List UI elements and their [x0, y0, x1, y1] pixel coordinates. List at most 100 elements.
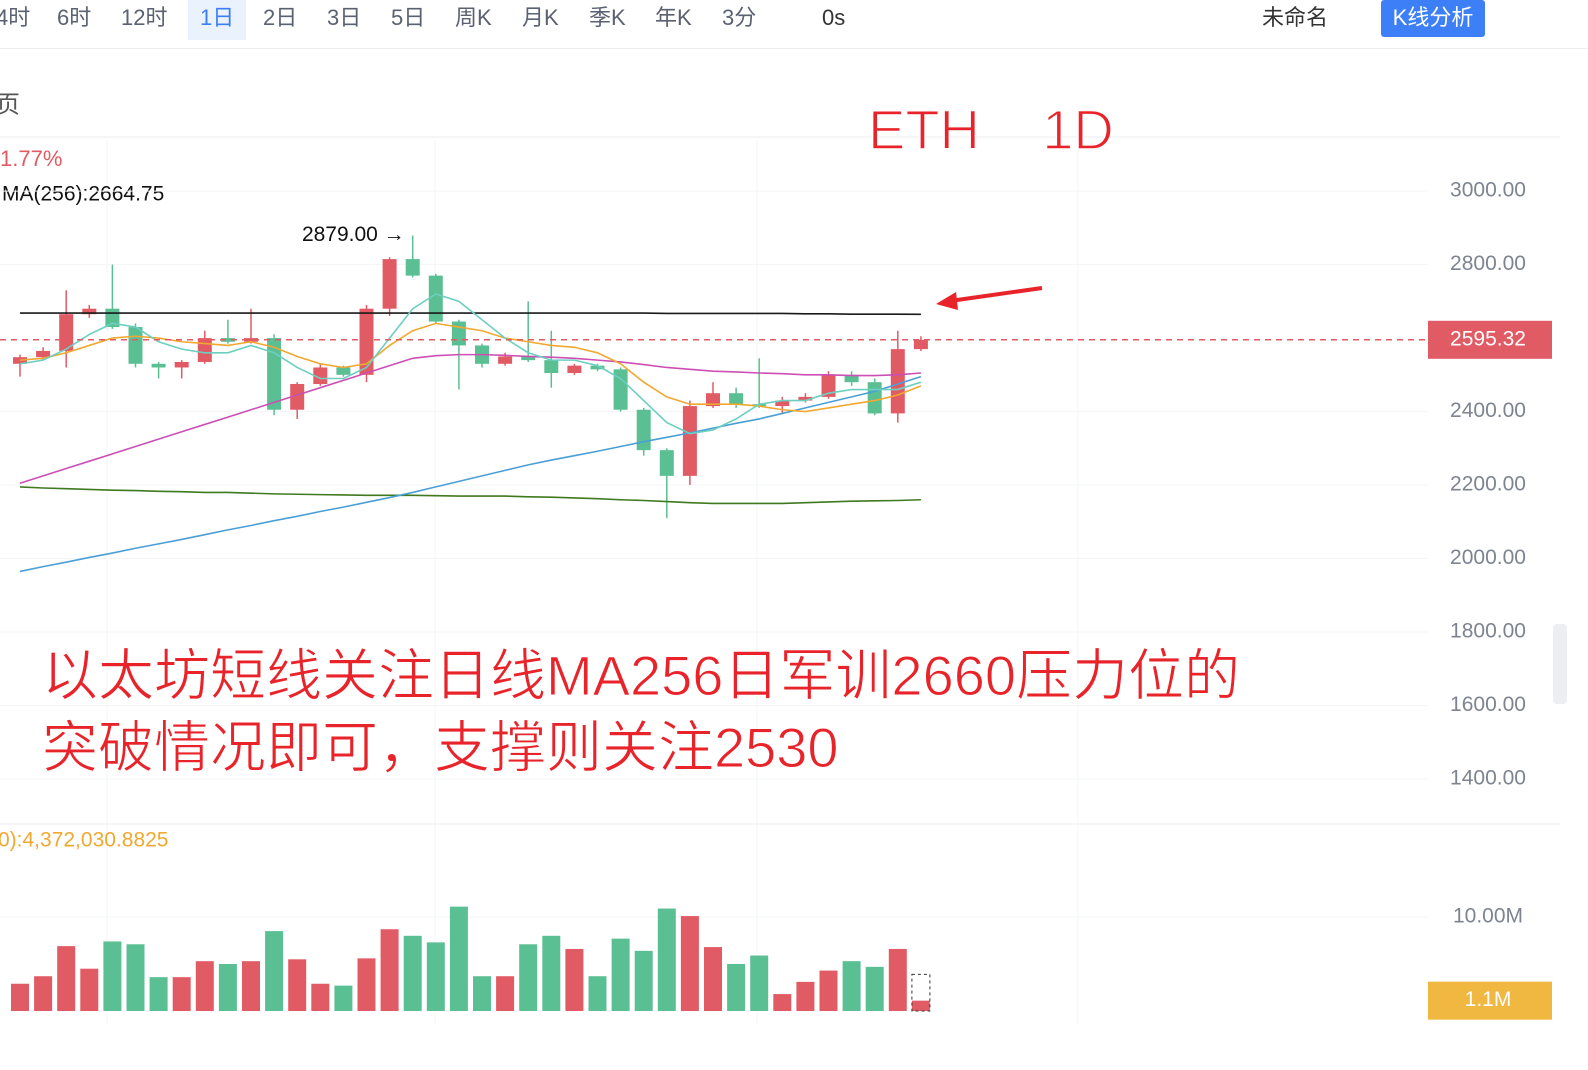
candle-body: [844, 374, 859, 383]
candle-body: [567, 365, 582, 373]
candle-body: [636, 409, 651, 451]
high-label: 2879.00 →: [302, 223, 405, 246]
period-tab[interactable]: 12时: [121, 5, 168, 30]
volume-bar: [334, 985, 353, 1011]
last-price-label: 2595.32: [1450, 327, 1526, 350]
annotation: 以太坊短线关注日线MA256日军训2660压力位的: [42, 644, 1240, 707]
candle-body: [590, 365, 605, 370]
volume-bar: [103, 941, 122, 1011]
side-handle[interactable]: [1553, 624, 1567, 704]
volume-last-box: [1428, 981, 1552, 1020]
volume-bar: [195, 961, 214, 1011]
candle-body: [798, 396, 813, 401]
candle-body: [544, 360, 559, 373]
legend-ma: MA(256):2664.75: [2, 183, 164, 206]
period-tab[interactable]: 月K: [522, 5, 559, 30]
y-tick-label: 2400.00: [1450, 399, 1526, 422]
candle-body: [336, 367, 351, 375]
volume-bar: [657, 908, 676, 1011]
candle-body: [151, 363, 166, 368]
candle-body: [359, 308, 374, 375]
period-tab[interactable]: 3分: [722, 5, 757, 30]
y-tick-label: 2000.00: [1450, 546, 1526, 569]
volume-bar: [842, 961, 861, 1011]
candle-body: [659, 450, 674, 476]
ma-line: [19, 353, 921, 484]
candle-body: [867, 382, 882, 414]
period-tab[interactable]: 3日: [327, 5, 362, 30]
volume-bar: [311, 983, 330, 1011]
volume-bar: [496, 976, 515, 1011]
candle-body: [290, 384, 305, 410]
candle-body: [220, 338, 235, 342]
period-tab[interactable]: 5日: [391, 5, 426, 30]
candle-body: [428, 275, 443, 322]
volume-last-label: 1.1M: [1465, 988, 1512, 1011]
candle-body: [613, 369, 628, 410]
volume-bar: [449, 906, 468, 1011]
volume-bar: [265, 931, 284, 1011]
volume-bar: [80, 968, 99, 1011]
volume-bar: [588, 976, 607, 1011]
volume-bar: [727, 964, 746, 1011]
panel-icon: 页: [0, 91, 20, 118]
analysis-button[interactable]: K线分析: [1381, 0, 1485, 37]
period-tab[interactable]: 4时: [0, 5, 31, 30]
candle-body: [821, 374, 836, 397]
candle-body: [313, 367, 328, 385]
candle-body: [913, 339, 928, 350]
ma-line: [20, 312, 921, 316]
volume-bar: [57, 946, 76, 1011]
y-tick-label: 3000.00: [1450, 179, 1526, 202]
candle-body: [498, 356, 513, 364]
volume-bar: [519, 944, 538, 1011]
y-tick-label: 2800.00: [1450, 252, 1526, 275]
period-tab[interactable]: 季K: [589, 5, 626, 30]
volume-bar: [11, 983, 29, 1011]
candle-body: [174, 361, 189, 368]
candle-body: [128, 327, 143, 364]
period-tab[interactable]: 1日: [188, 0, 247, 40]
volume-legend: 0):4,372,030.8825: [0, 829, 168, 852]
overlay-title: ETH 1D: [868, 98, 1114, 161]
candle-body: [244, 338, 258, 342]
candle-body: [197, 338, 212, 362]
volume-bar: [242, 961, 260, 1011]
period-tab[interactable]: 年K: [655, 5, 692, 30]
chart: 页 1.77% MA(256):2664.75 0):4,372,030.882…: [0, 91, 1567, 1024]
arrow-head: [936, 292, 958, 310]
candle-body: [82, 308, 97, 315]
period-tab[interactable]: 周K: [455, 5, 492, 30]
volume-bar: [426, 942, 445, 1011]
candle-body: [890, 349, 905, 414]
volume-bar: [704, 947, 722, 1011]
arrow: [949, 286, 1043, 303]
volume-bar: [680, 916, 699, 1011]
candle-body: [36, 350, 51, 358]
volume-bar: [611, 938, 630, 1011]
y-tick-label: 1600.00: [1450, 693, 1526, 716]
candle-body: [13, 357, 27, 364]
volume-bar: [473, 976, 491, 1011]
layout-name[interactable]: 未命名: [1262, 5, 1329, 30]
page: 4时 6时 12时 1日 2日 3日 5日 周K 月K 季K 年K 3分 0s 未命名 K线分析 页 1.…: [0, 0, 1588, 1024]
volume-bar: [888, 948, 907, 1011]
volume-bar: [542, 935, 561, 1011]
volume-bar: [34, 976, 53, 1011]
volume-bar: [634, 950, 653, 1011]
candle-body: [729, 393, 744, 405]
timer[interactable]: 0s: [822, 5, 846, 30]
volume-bar: [773, 994, 792, 1011]
ma-line: [19, 293, 922, 435]
candle-body: [682, 406, 697, 476]
volume-bar: [865, 966, 884, 1011]
legend-change: 1.77%: [0, 146, 62, 171]
toolbar: 4时 6时 12时 1日 2日 3日 5日 周K 月K 季K 年K 3分 0s 未命名: [0, 0, 1588, 49]
candle-body: [706, 393, 720, 407]
volume-bar: [403, 935, 422, 1011]
period-tab[interactable]: 6时: [57, 5, 92, 30]
volume-bar: [565, 948, 584, 1011]
volume-bar: [750, 955, 769, 1011]
y-tick-label: 1800.00: [1450, 620, 1526, 643]
period-tab[interactable]: 2日: [263, 5, 298, 30]
